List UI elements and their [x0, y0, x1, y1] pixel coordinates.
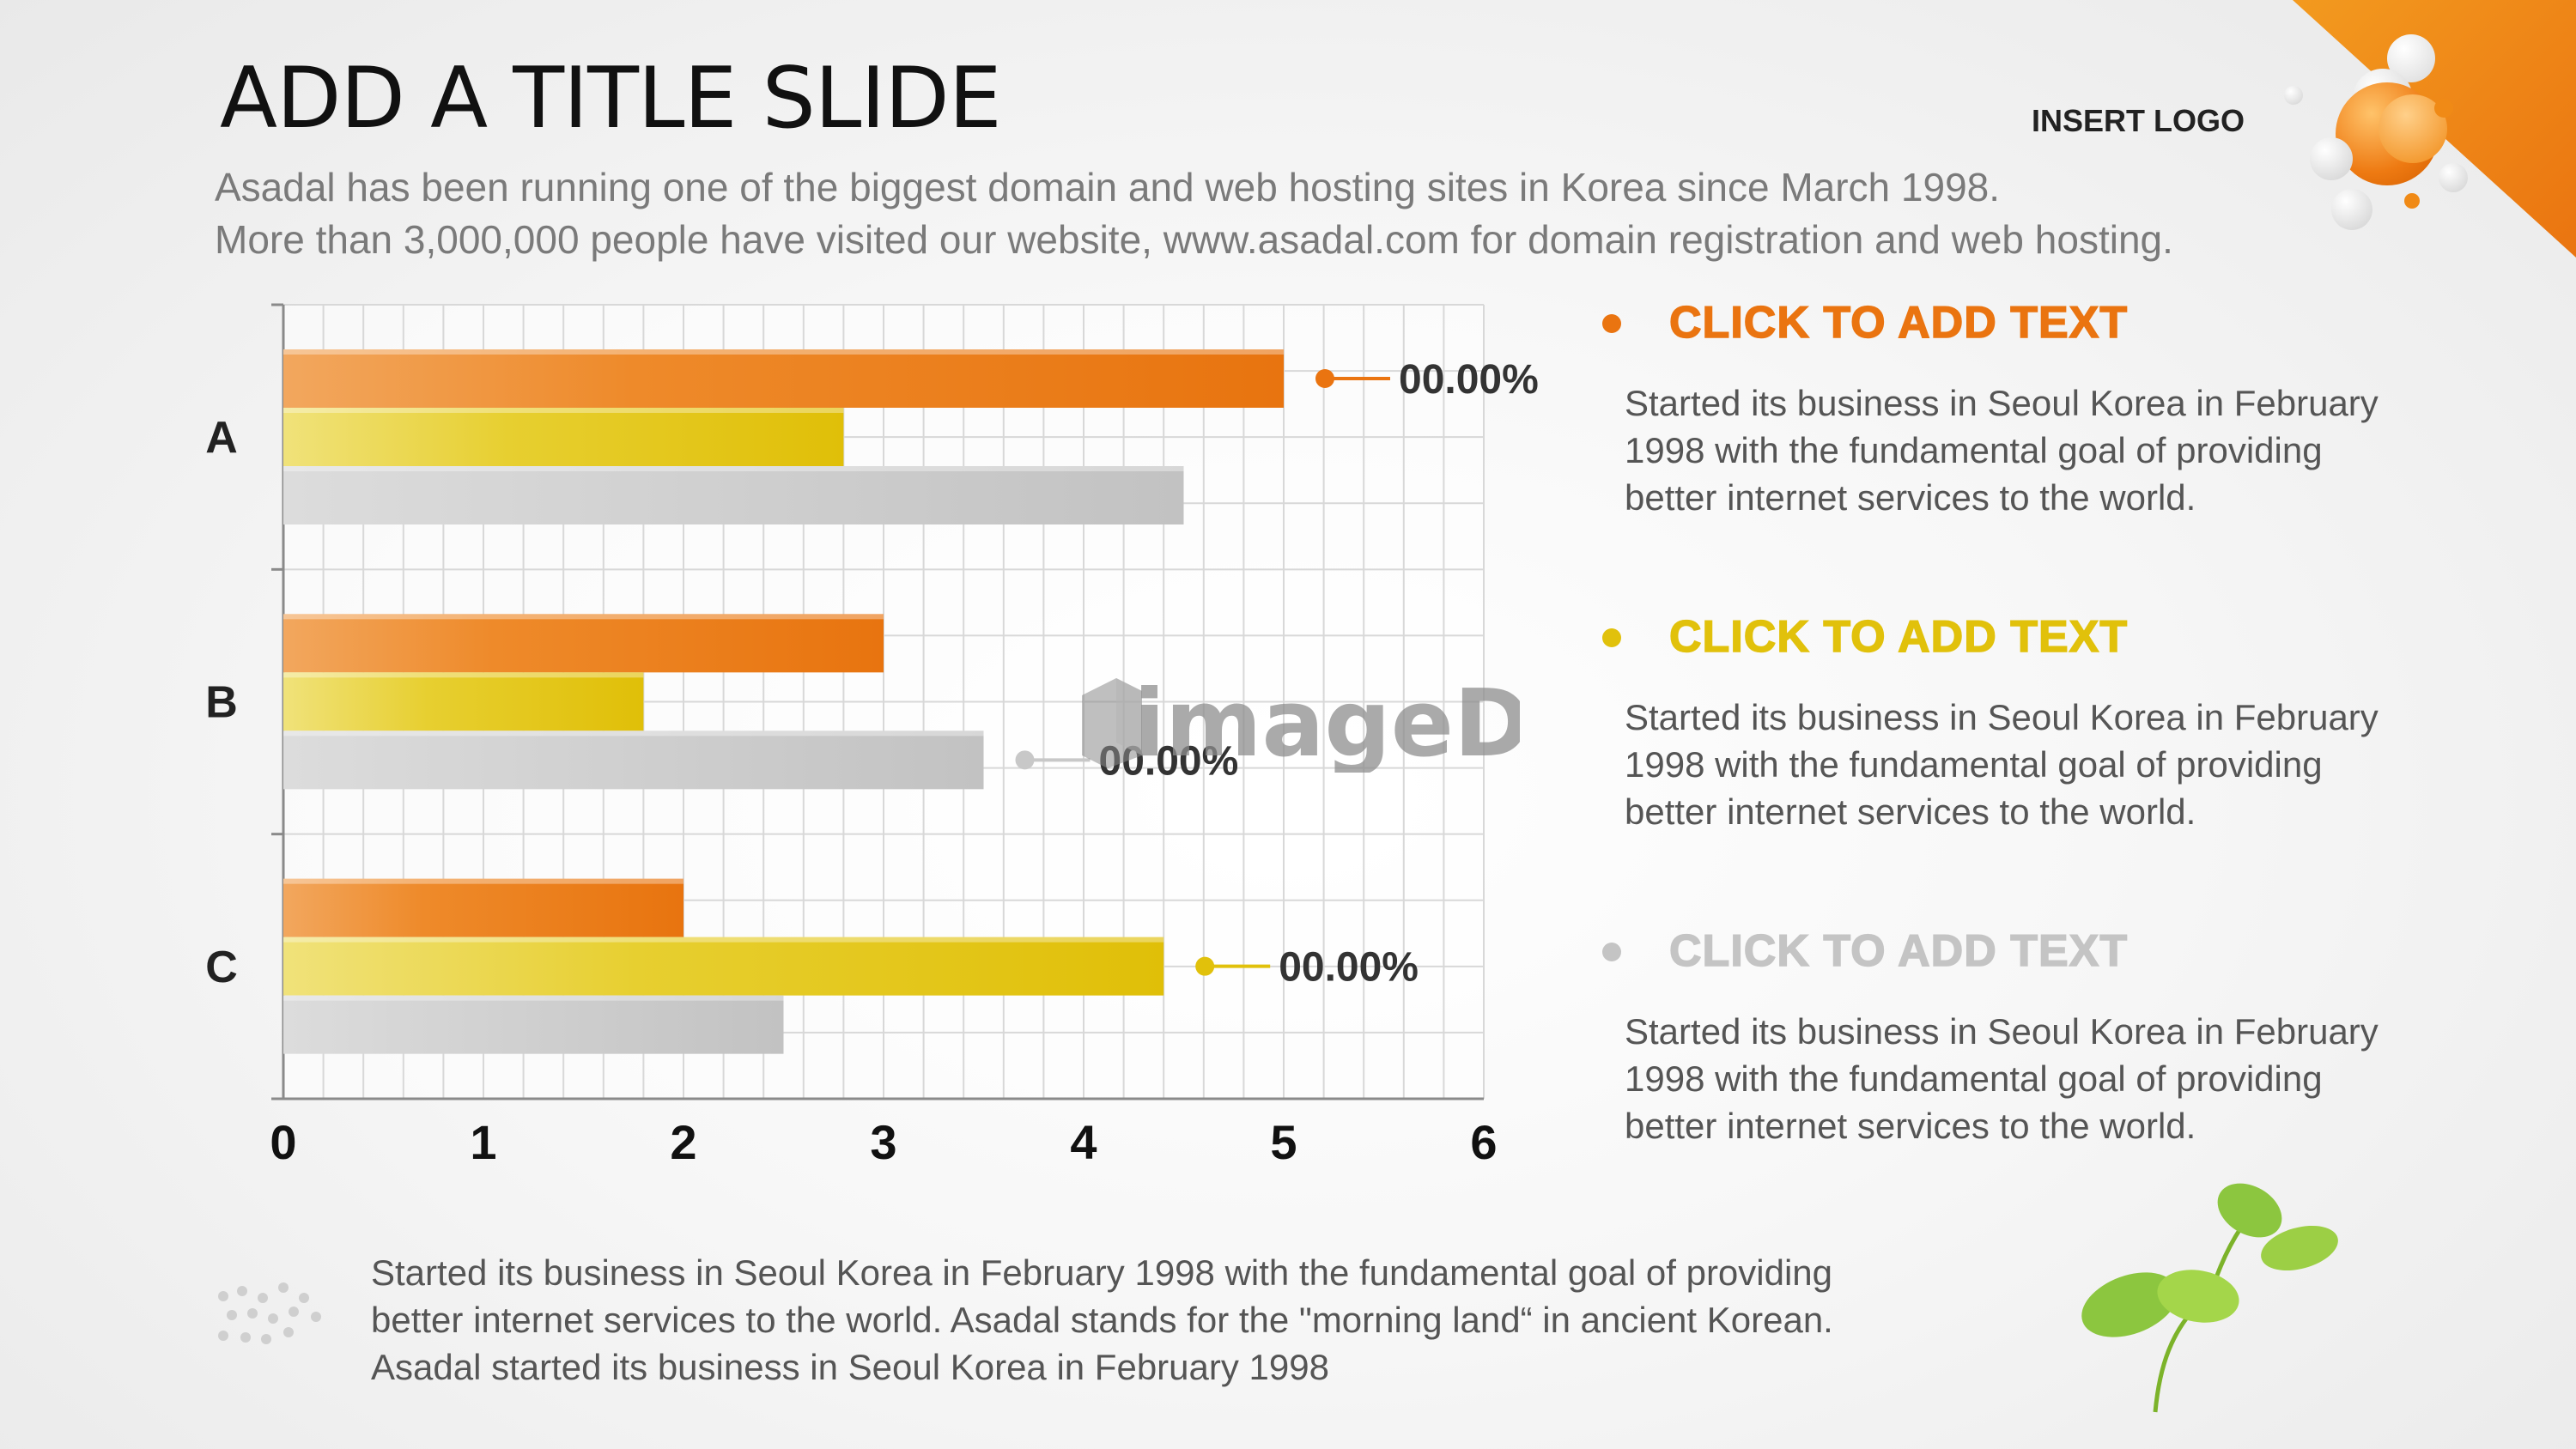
bar-highlight [283, 878, 683, 884]
slide-title[interactable]: ADD A TITLE SLIDE [220, 50, 1002, 148]
callout-label: 00.00% [1399, 357, 1539, 403]
bar-highlight [283, 731, 984, 737]
dots-decoration-icon [218, 1282, 321, 1344]
bullet-dot-orange [1602, 314, 1621, 333]
bullet-body[interactable]: Started its business in Seoul Korea in F… [1625, 383, 2379, 518]
bar [283, 614, 884, 673]
watermark-text: imageDJ [1133, 670, 1520, 773]
x-tick-label: 5 [1270, 1115, 1297, 1169]
bar [283, 466, 1184, 524]
x-tick-label: 2 [670, 1115, 696, 1169]
slide-subtitle[interactable]: Asadal has been running one of the bigge… [215, 161, 2173, 266]
logo-placeholder[interactable]: INSERT LOGO [2032, 103, 2245, 138]
bar [283, 408, 844, 466]
bullet-dot-gray [1602, 943, 1621, 961]
bar-highlight [283, 466, 1184, 471]
bullet-dot-yellow [1602, 628, 1621, 647]
bar [283, 349, 1284, 408]
category-label: B [205, 678, 238, 728]
subtitle-line: More than 3,000,000 people have visited … [215, 217, 2173, 262]
bar [283, 672, 644, 731]
imagedj-watermark: imageDJ [1082, 670, 1520, 773]
x-tick-label: 4 [1070, 1115, 1097, 1169]
footer-line: better internet services to the world. A… [371, 1300, 1833, 1340]
orange-splash-logo-icon [2267, 34, 2524, 232]
x-tick-label: 6 [1470, 1115, 1497, 1169]
footer-line: Asadal started its business in Seoul Kor… [371, 1347, 1329, 1387]
bullet-heading[interactable]: CLICK TO ADD TEXT [1668, 297, 2129, 349]
bar-highlight [283, 995, 784, 1001]
callout-label: 00.00% [1279, 945, 1419, 991]
footer-text[interactable]: Started its business in Seoul Korea in F… [371, 1249, 1833, 1391]
subtitle-line: Asadal has been running one of the bigge… [215, 165, 2001, 209]
bullet-body[interactable]: Started its business in Seoul Korea in F… [1625, 1011, 2379, 1146]
bar-highlight [283, 349, 1284, 355]
bar-highlight [283, 614, 884, 620]
bar-highlight [283, 937, 1164, 943]
bullet-body[interactable]: Started its business in Seoul Korea in F… [1625, 697, 2379, 832]
category-label: C [205, 943, 238, 992]
bullet-heading[interactable]: CLICK TO ADD TEXT [1668, 925, 2129, 977]
x-tick-label: 3 [870, 1115, 896, 1169]
x-tick-label: 1 [470, 1115, 496, 1169]
sprout-icon [2081, 1183, 2338, 1413]
bar [283, 878, 683, 937]
footer-line: Started its business in Seoul Korea in F… [371, 1252, 1833, 1293]
bar [283, 937, 1164, 996]
bar [283, 995, 784, 1054]
x-tick-label: 0 [270, 1115, 296, 1169]
bullet-heading[interactable]: CLICK TO ADD TEXT [1668, 611, 2129, 663]
bar-highlight [283, 408, 844, 413]
bar-highlight [283, 672, 644, 678]
bar [283, 731, 984, 790]
category-label: A [205, 413, 238, 463]
